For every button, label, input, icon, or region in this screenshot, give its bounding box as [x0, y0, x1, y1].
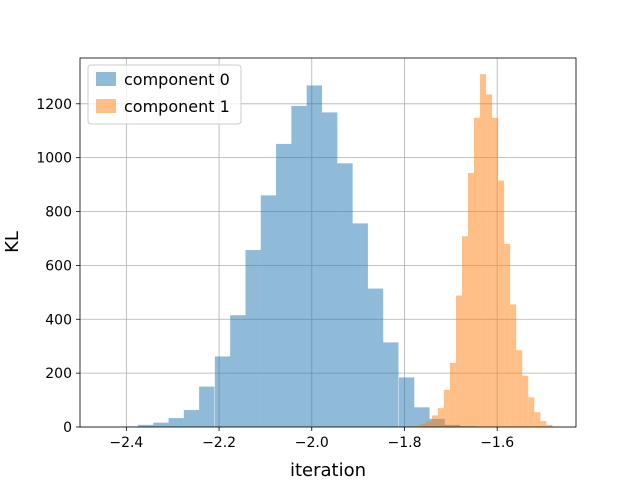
histogram-bar: [522, 375, 529, 427]
histogram-bar: [480, 74, 487, 427]
histogram-bar: [425, 421, 432, 427]
histogram-bar: [183, 410, 200, 427]
plot-area-frame: [79, 57, 577, 428]
histogram-bar: [510, 304, 517, 427]
y-tick-label: 200: [45, 366, 72, 382]
histogram-bar: [413, 425, 420, 427]
histogram-bar: [367, 288, 384, 427]
series-1-bars: [407, 74, 559, 427]
histogram-bar: [337, 163, 353, 427]
y-tick-label: 600: [45, 258, 72, 274]
histogram-bar: [492, 117, 499, 427]
series-0-bars: [122, 85, 476, 428]
histogram-bar: [528, 397, 535, 427]
y-tick-label: 400: [45, 312, 72, 328]
legend-swatch-component-0: [96, 72, 116, 86]
y-tick-label: 0: [63, 420, 72, 436]
histogram-bar: [276, 143, 292, 427]
histogram-bar: [291, 105, 307, 428]
histogram-bar: [230, 315, 246, 427]
histogram-bar: [474, 117, 481, 427]
histogram-bar: [137, 424, 154, 427]
y-axis-ticks: 0 200 400 600 800 1000 1200: [36, 97, 80, 436]
x-tick-label: −1.8: [387, 435, 421, 451]
histogram-bar: [306, 85, 323, 427]
histogram-bar: [419, 424, 426, 427]
histogram-bar: [214, 356, 231, 427]
x-axis-label: iteration: [290, 460, 366, 480]
y-tick-label: 1200: [36, 97, 72, 113]
histogram-bar: [504, 243, 511, 427]
histogram-bar: [498, 180, 505, 427]
x-tick-label: −2.4: [109, 435, 143, 451]
histogram-bar: [260, 195, 277, 427]
legend-swatch-component-1: [96, 99, 116, 113]
histogram-bar: [455, 295, 462, 427]
histogram-bar: [516, 350, 523, 427]
histogram-bar: [414, 407, 430, 427]
x-tick-label: −2.2: [202, 435, 236, 451]
histogram-bar: [467, 173, 474, 427]
histogram-bars: [122, 74, 559, 428]
legend-label-component-1: component 1: [124, 97, 230, 116]
histogram-bar: [443, 389, 450, 427]
legend-frame: [87, 64, 242, 125]
histogram-bar: [245, 250, 261, 427]
histogram-bar: [168, 418, 184, 427]
histogram-bar: [321, 112, 338, 428]
histogram-bar: [486, 94, 493, 427]
legend: component 0 component 1: [87, 64, 242, 125]
x-axis-ticks: −2.4 −2.2 −2.0 −1.8 −1.6: [109, 427, 514, 451]
histogram-bar: [199, 386, 215, 427]
histogram-bar: [461, 236, 468, 427]
y-tick-label: 1000: [36, 151, 72, 167]
x-tick-label: −1.6: [480, 435, 514, 451]
x-tick-label: −2.0: [295, 435, 329, 451]
histogram-bar: [546, 424, 553, 427]
legend-label-component-0: component 0: [124, 70, 230, 89]
histogram-bar: [352, 223, 368, 427]
histogram-bar: [383, 342, 399, 427]
histogram-bar: [449, 362, 456, 427]
y-axis-label: KL: [2, 231, 23, 253]
histogram-bar: [540, 421, 547, 427]
histogram-bar: [534, 412, 541, 427]
histogram-bar: [398, 377, 415, 427]
histogram-bar: [431, 415, 438, 427]
y-tick-label: 800: [45, 205, 72, 221]
histogram-bar: [153, 422, 169, 427]
histogram-bar: [437, 408, 444, 427]
